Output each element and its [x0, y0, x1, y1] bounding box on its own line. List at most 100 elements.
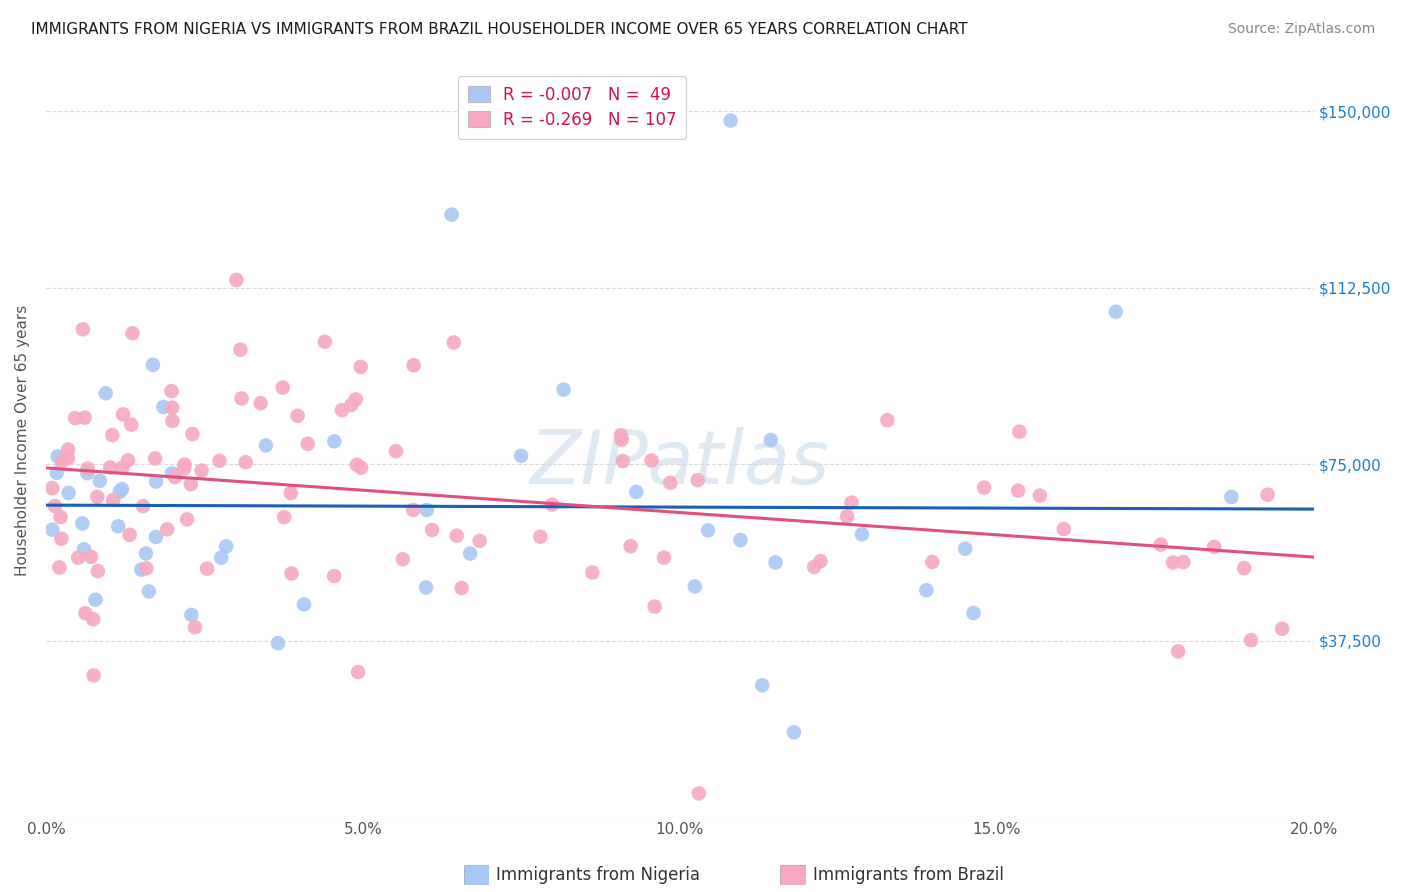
Point [267, 636, 290, 650]
Point [640, 453, 662, 467]
Point [208, 454, 231, 468]
Point [58, 486, 80, 500]
Point [1240, 633, 1263, 648]
Point [759, 433, 782, 447]
Point [323, 569, 346, 583]
Legend: R = -0.007   N =  49, R = -0.269   N = 107: R = -0.007 N = 49, R = -0.269 N = 107 [458, 76, 686, 139]
Point [458, 547, 481, 561]
Point [145, 475, 167, 489]
Point [190, 463, 212, 477]
Point [686, 473, 709, 487]
Point [89, 474, 111, 488]
Point [132, 499, 155, 513]
Point [280, 566, 302, 581]
Point [215, 540, 238, 554]
Point [160, 467, 183, 481]
Point [73, 410, 96, 425]
Point [254, 438, 277, 452]
Point [72, 322, 94, 336]
Point [118, 528, 141, 542]
Point [44, 499, 66, 513]
Point [235, 455, 257, 469]
Point [1233, 561, 1256, 575]
Point [107, 519, 129, 533]
Point [41, 523, 63, 537]
Point [94, 386, 117, 401]
Point [135, 546, 157, 560]
Point [162, 414, 184, 428]
Point [98, 460, 121, 475]
Point [1167, 644, 1189, 658]
Point [173, 461, 195, 475]
Point [48, 560, 70, 574]
Point [297, 437, 319, 451]
Point [184, 620, 207, 634]
Point [145, 530, 167, 544]
Point [86, 490, 108, 504]
Point [67, 550, 90, 565]
Point [209, 550, 232, 565]
Point [73, 542, 96, 557]
Point [142, 358, 165, 372]
Point [610, 428, 633, 442]
Point [697, 524, 720, 538]
Point [683, 579, 706, 593]
Point [83, 668, 105, 682]
Point [225, 273, 247, 287]
Point [415, 581, 437, 595]
Point [783, 725, 806, 739]
Point [287, 409, 309, 423]
Point [953, 541, 976, 556]
Point [45, 466, 67, 480]
Point [529, 530, 551, 544]
Point [82, 612, 104, 626]
Point [581, 566, 603, 580]
Point [181, 427, 204, 442]
Point [1008, 425, 1031, 439]
Point [84, 592, 107, 607]
Text: Source: ZipAtlas.com: Source: ZipAtlas.com [1227, 22, 1375, 37]
Point [688, 787, 710, 801]
Point [350, 359, 373, 374]
Point [156, 522, 179, 536]
Point [446, 529, 468, 543]
Point [468, 533, 491, 548]
Point [56, 451, 79, 466]
Point [973, 481, 995, 495]
Point [626, 484, 648, 499]
Point [915, 583, 938, 598]
Point [176, 512, 198, 526]
Point [101, 428, 124, 442]
Point [121, 326, 143, 341]
Point [803, 560, 825, 574]
Point [41, 481, 63, 495]
Point [112, 408, 135, 422]
Point [273, 510, 295, 524]
Point [314, 334, 336, 349]
Y-axis label: Householder Income Over 65 years: Householder Income Over 65 years [15, 305, 30, 576]
Point [652, 550, 675, 565]
Point [440, 208, 463, 222]
Point [56, 442, 79, 457]
Point [346, 458, 368, 472]
Point [610, 433, 633, 447]
Point [402, 503, 425, 517]
Point [876, 413, 898, 427]
Point [111, 460, 134, 475]
Point [659, 475, 682, 490]
Point [1173, 555, 1195, 569]
Point [1257, 488, 1279, 502]
Point [1204, 540, 1226, 554]
Point [420, 523, 443, 537]
Point [180, 607, 202, 622]
Point [1007, 483, 1029, 498]
Point [51, 454, 73, 468]
Point [1271, 622, 1294, 636]
Point [180, 477, 202, 491]
Point [347, 665, 370, 679]
Point [443, 335, 465, 350]
Point [1161, 556, 1184, 570]
Point [1150, 538, 1173, 552]
Point [173, 458, 195, 472]
Point [541, 498, 564, 512]
